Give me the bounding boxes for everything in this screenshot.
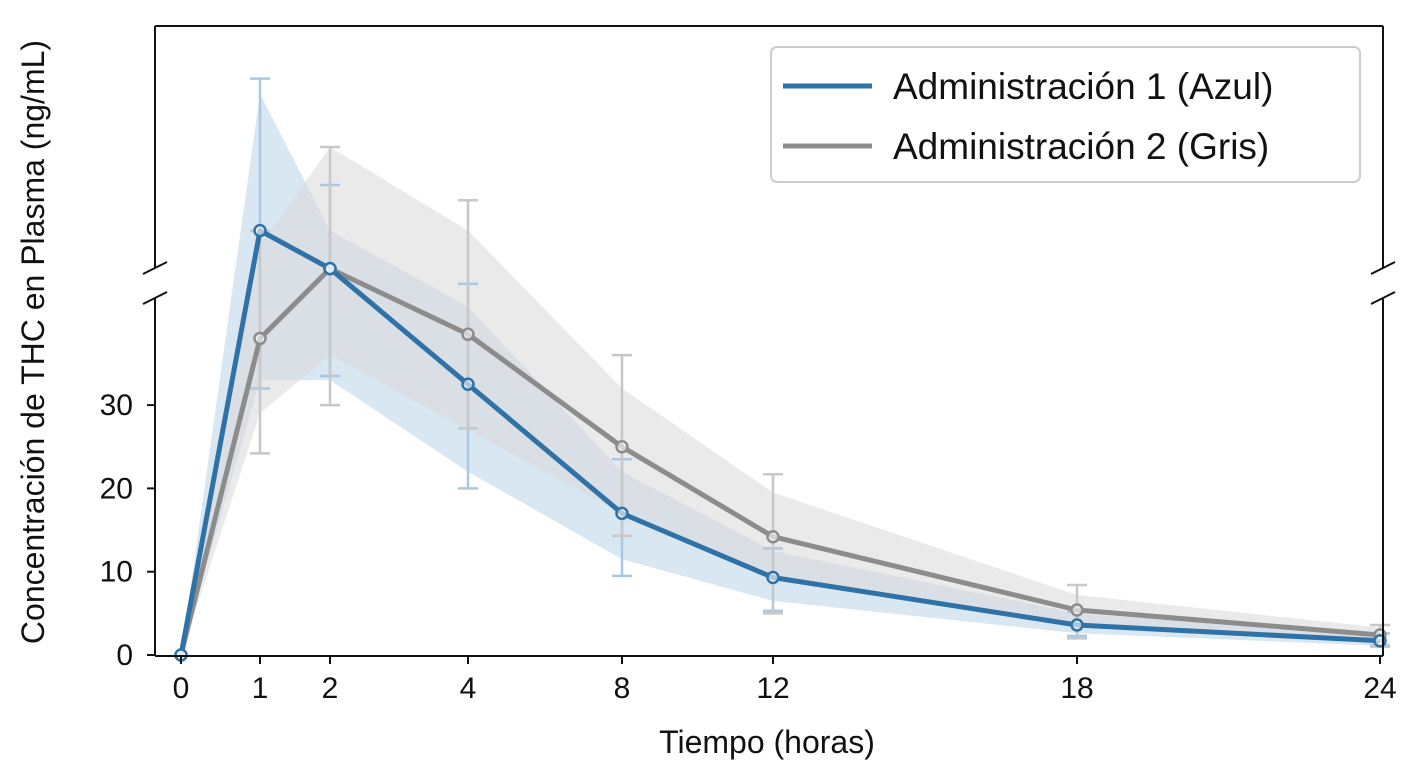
data-point bbox=[1070, 603, 1084, 617]
data-point bbox=[461, 377, 475, 392]
y-tick-label: 0 bbox=[116, 639, 133, 672]
data-point bbox=[461, 327, 475, 342]
y-tick-label: 10 bbox=[100, 556, 133, 589]
axis-break-mark bbox=[142, 261, 168, 275]
axis-break-mark bbox=[1370, 261, 1396, 275]
legend-box bbox=[770, 46, 1361, 183]
x-tick-label: 24 bbox=[1363, 672, 1396, 705]
confidence-bands bbox=[181, 93, 1380, 656]
x-tick-label: 4 bbox=[460, 672, 477, 705]
data-point bbox=[615, 440, 629, 454]
axis-break-mark bbox=[1370, 291, 1396, 305]
data-point bbox=[253, 331, 267, 346]
legend: Administración 1 (Azul) Administración 2 … bbox=[770, 46, 1361, 183]
x-tick-label: 0 bbox=[173, 672, 190, 705]
x-axis-title: Tiempo (horas) bbox=[659, 724, 875, 760]
data-point bbox=[615, 506, 629, 521]
x-tick-label: 1 bbox=[252, 672, 269, 705]
data-point bbox=[323, 261, 337, 276]
data-point bbox=[766, 570, 780, 585]
y-tick-label: 30 bbox=[100, 389, 133, 422]
x-tick-label: 2 bbox=[322, 672, 339, 705]
x-tick-label: 18 bbox=[1060, 672, 1093, 705]
y-tick-label: 20 bbox=[100, 472, 133, 505]
data-point bbox=[1070, 618, 1084, 632]
legend-label-1: Administración 1 (Azul) bbox=[893, 66, 1273, 107]
x-tick-label: 8 bbox=[614, 672, 631, 705]
y-axis-title: Concentración de THC en Plasma (ng/mL) bbox=[15, 40, 51, 644]
series-line-1 bbox=[178, 228, 1381, 656]
band-series-2 bbox=[181, 147, 1380, 655]
axes bbox=[142, 25, 1396, 664]
data-point bbox=[766, 529, 780, 544]
series-line-2 bbox=[178, 266, 1381, 656]
x-tick-label: 12 bbox=[756, 672, 789, 705]
axis-break-mark bbox=[142, 291, 168, 305]
data-point bbox=[253, 223, 267, 238]
series-lines bbox=[178, 228, 1381, 656]
legend-label-2: Administración 2 (Gris) bbox=[893, 126, 1269, 167]
